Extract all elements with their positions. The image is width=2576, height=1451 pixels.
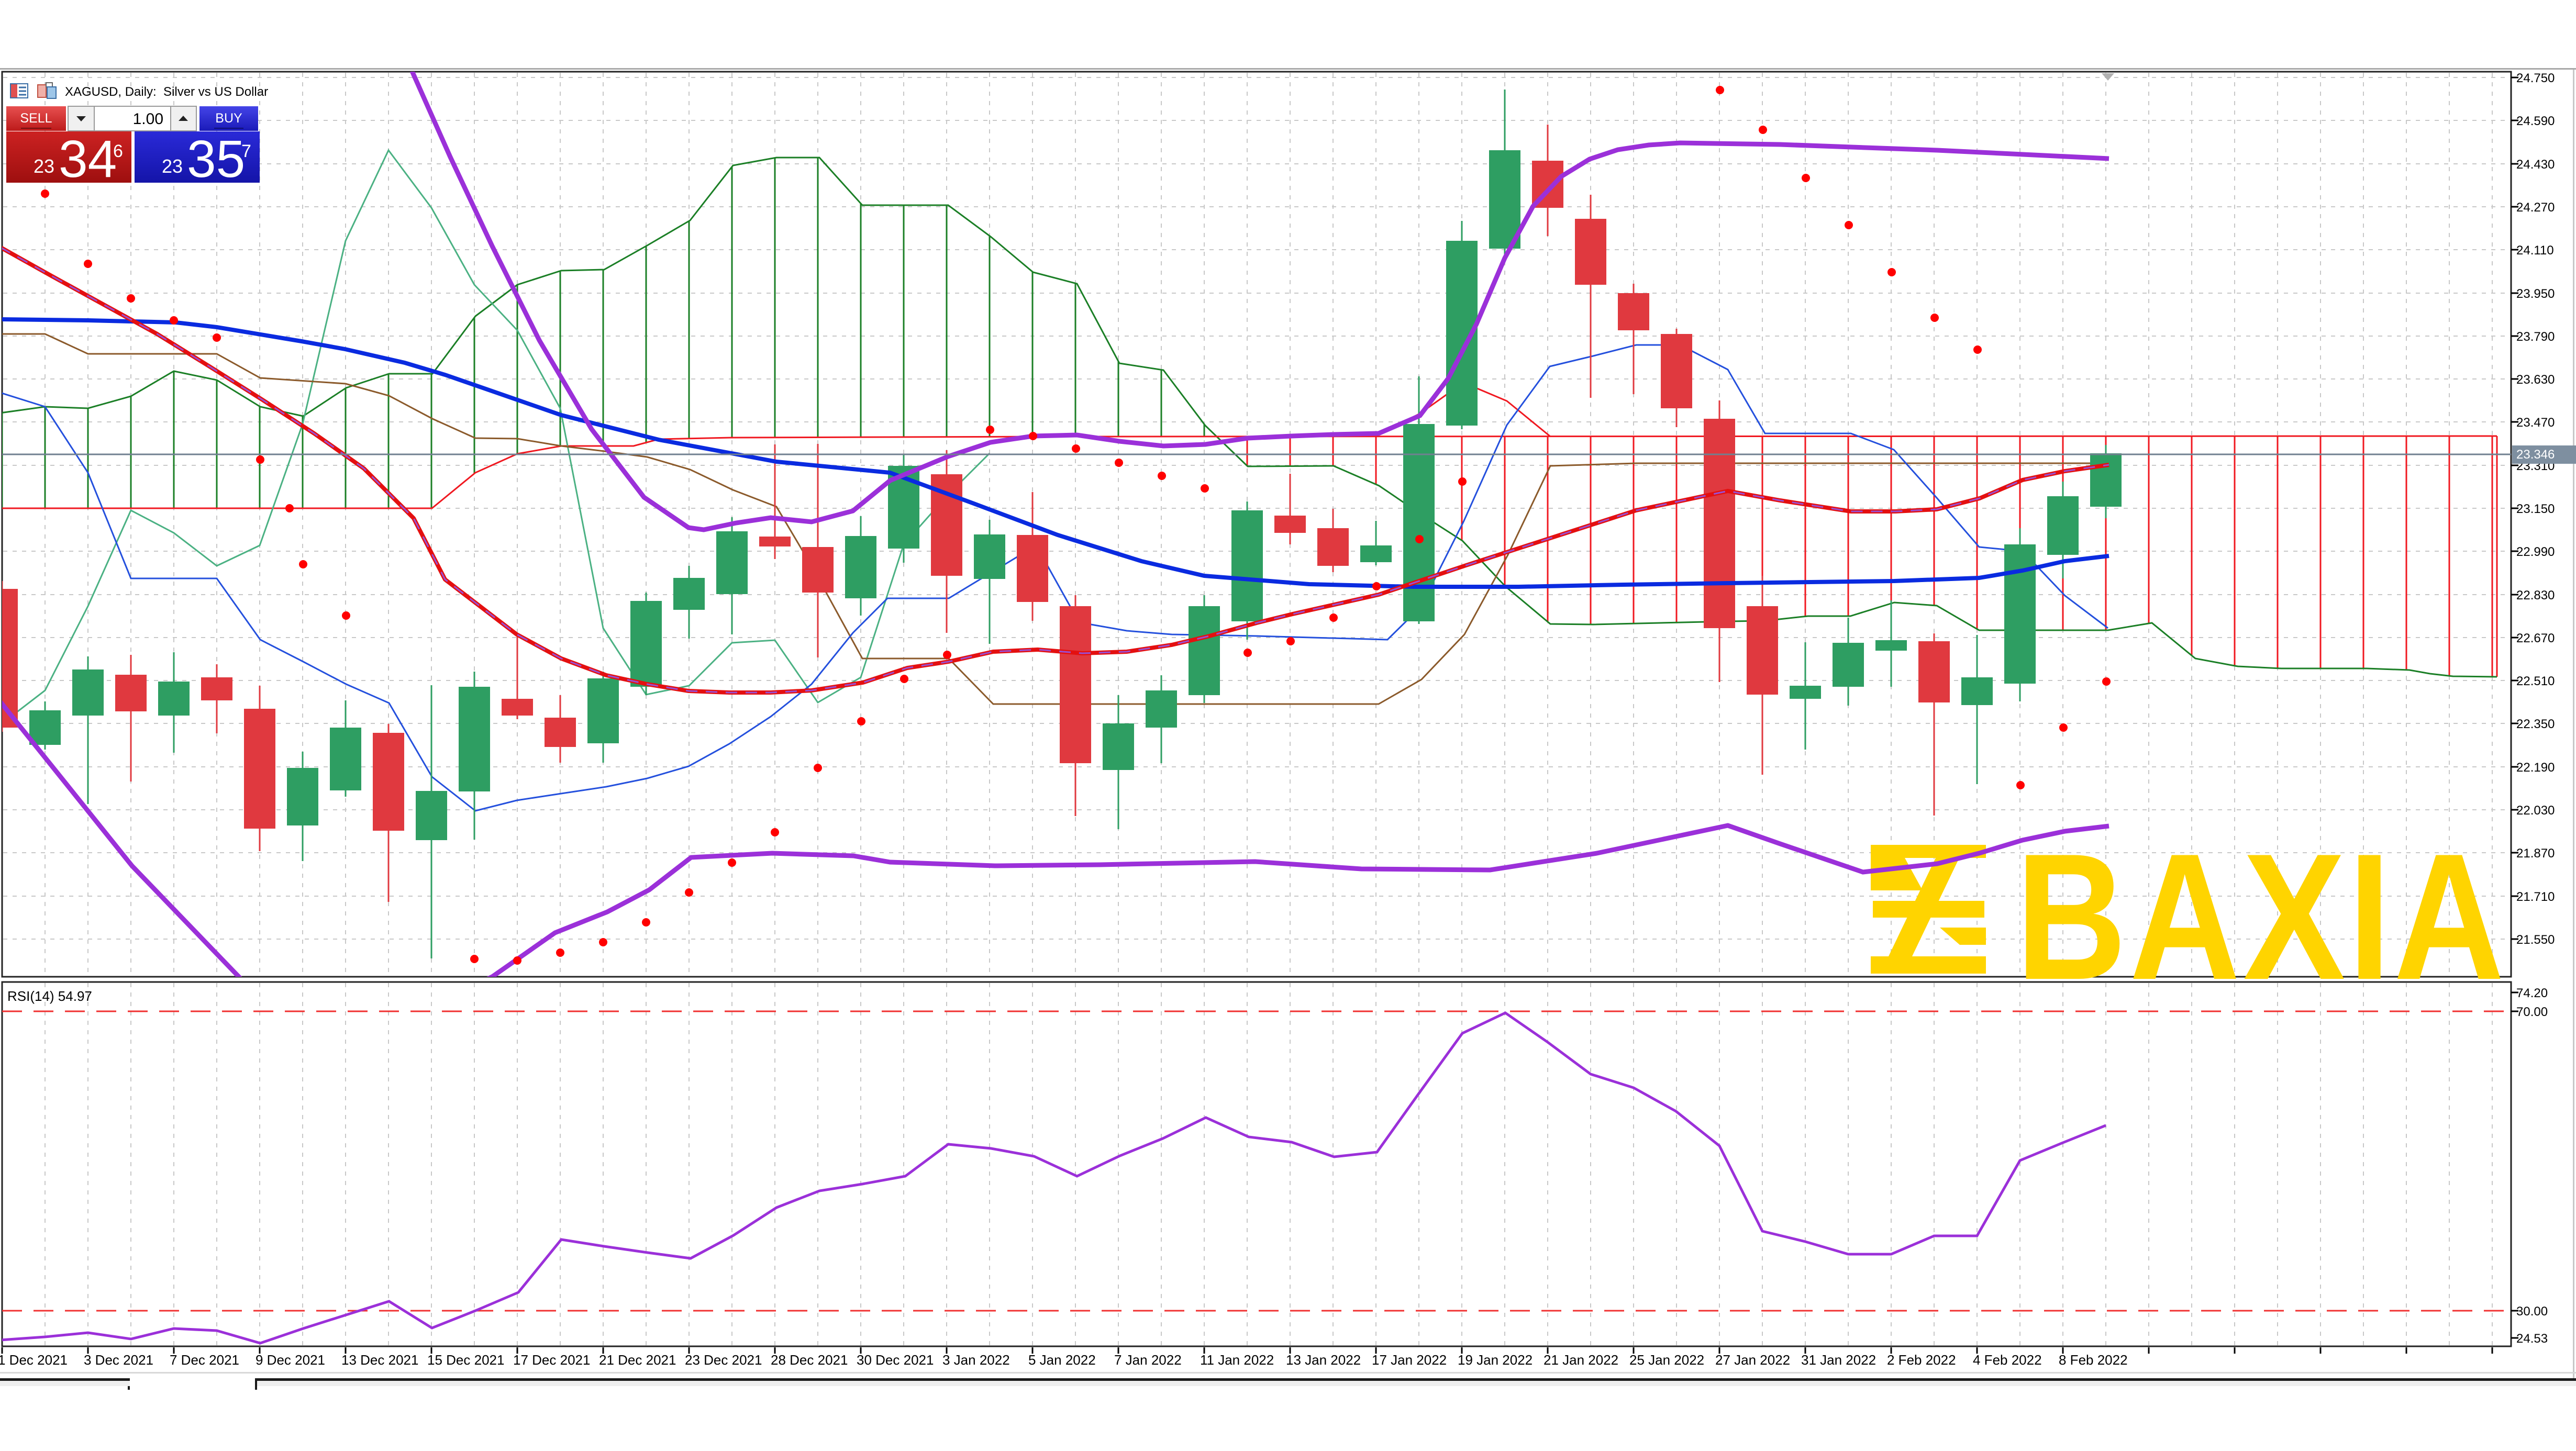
svg-text:24.270: 24.270	[2516, 200, 2555, 215]
svg-text:22.670: 22.670	[2516, 631, 2555, 645]
svg-text:22.030: 22.030	[2516, 803, 2555, 818]
svg-text:70.00: 70.00	[2516, 1005, 2548, 1019]
svg-text:30.00: 30.00	[2516, 1304, 2548, 1319]
svg-text:SELL: SELL	[20, 111, 52, 126]
svg-text:21.870: 21.870	[2516, 846, 2555, 861]
svg-text:1 Dec 2021: 1 Dec 2021	[0, 1352, 68, 1368]
svg-text:24.430: 24.430	[2516, 158, 2555, 172]
svg-text:23.950: 23.950	[2516, 287, 2555, 301]
svg-text:22.510: 22.510	[2516, 674, 2555, 688]
svg-text:23.346: 23.346	[2516, 448, 2555, 462]
svg-text:11 Jan 2022: 11 Jan 2022	[1200, 1352, 1274, 1368]
svg-text:4 Feb 2022: 4 Feb 2022	[1973, 1352, 2042, 1368]
svg-text:24.110: 24.110	[2516, 243, 2554, 258]
svg-text:RSI(14) 54.97: RSI(14) 54.97	[7, 988, 92, 1004]
svg-text:23.790: 23.790	[2516, 330, 2555, 344]
svg-text:15 Dec 2021: 15 Dec 2021	[427, 1352, 504, 1368]
svg-text:23: 23	[162, 155, 183, 177]
svg-text:22.350: 22.350	[2516, 717, 2555, 731]
svg-text:7: 7	[241, 141, 251, 161]
svg-text:23 Dec 2021: 23 Dec 2021	[685, 1352, 762, 1368]
svg-text:13 Jan 2022: 13 Jan 2022	[1286, 1352, 1361, 1368]
svg-text:23: 23	[34, 155, 54, 177]
svg-text:28 Dec 2021: 28 Dec 2021	[771, 1352, 848, 1368]
svg-text:24.750: 24.750	[2516, 71, 2555, 85]
svg-text:24.53: 24.53	[2516, 1332, 2548, 1346]
svg-text:25 Jan 2022: 25 Jan 2022	[1629, 1352, 1704, 1368]
svg-text:24.590: 24.590	[2516, 114, 2555, 128]
svg-text:22.830: 22.830	[2516, 588, 2555, 602]
svg-text:8 Feb 2022: 8 Feb 2022	[2059, 1352, 2128, 1368]
svg-text:3 Dec 2021: 3 Dec 2021	[84, 1352, 153, 1368]
svg-text:XAGUSD, Daily: Silver vs US D: XAGUSD, Daily: Silver vs US Dollar	[65, 85, 268, 99]
svg-text:19 Jan 2022: 19 Jan 2022	[1458, 1352, 1533, 1368]
svg-text:17 Dec 2021: 17 Dec 2021	[513, 1352, 590, 1368]
svg-text:23.150: 23.150	[2516, 502, 2555, 516]
svg-text:21.710: 21.710	[2516, 890, 2555, 904]
svg-text:34: 34	[59, 130, 117, 188]
svg-text:27 Jan 2022: 27 Jan 2022	[1715, 1352, 1790, 1368]
svg-text:13 Dec 2021: 13 Dec 2021	[341, 1352, 418, 1368]
svg-text:22.990: 22.990	[2516, 545, 2555, 559]
svg-text:2 Feb 2022: 2 Feb 2022	[1887, 1352, 1956, 1368]
svg-text:7 Jan 2022: 7 Jan 2022	[1114, 1352, 1182, 1368]
svg-text:7 Dec 2021: 7 Dec 2021	[170, 1352, 239, 1368]
svg-text:31 Jan 2022: 31 Jan 2022	[1801, 1352, 1876, 1368]
svg-text:17 Jan 2022: 17 Jan 2022	[1372, 1352, 1447, 1368]
svg-text:5 Jan 2022: 5 Jan 2022	[1028, 1352, 1096, 1368]
svg-text:6: 6	[113, 141, 123, 161]
svg-text:9 Dec 2021: 9 Dec 2021	[256, 1352, 325, 1368]
svg-text:21 Dec 2021: 21 Dec 2021	[599, 1352, 676, 1368]
svg-text:30 Dec 2021: 30 Dec 2021	[857, 1352, 934, 1368]
svg-text:35: 35	[187, 130, 245, 188]
svg-text:23.630: 23.630	[2516, 373, 2555, 387]
svg-text:23.470: 23.470	[2516, 416, 2555, 430]
svg-text:1.00: 1.00	[133, 110, 163, 128]
svg-text:21 Jan 2022: 21 Jan 2022	[1544, 1352, 1618, 1368]
svg-text:BUY: BUY	[215, 111, 242, 126]
svg-text:3 Jan 2022: 3 Jan 2022	[942, 1352, 1010, 1368]
svg-text:74.20: 74.20	[2516, 986, 2548, 1000]
svg-text:21.550: 21.550	[2516, 933, 2555, 947]
svg-text:22.190: 22.190	[2516, 761, 2555, 775]
